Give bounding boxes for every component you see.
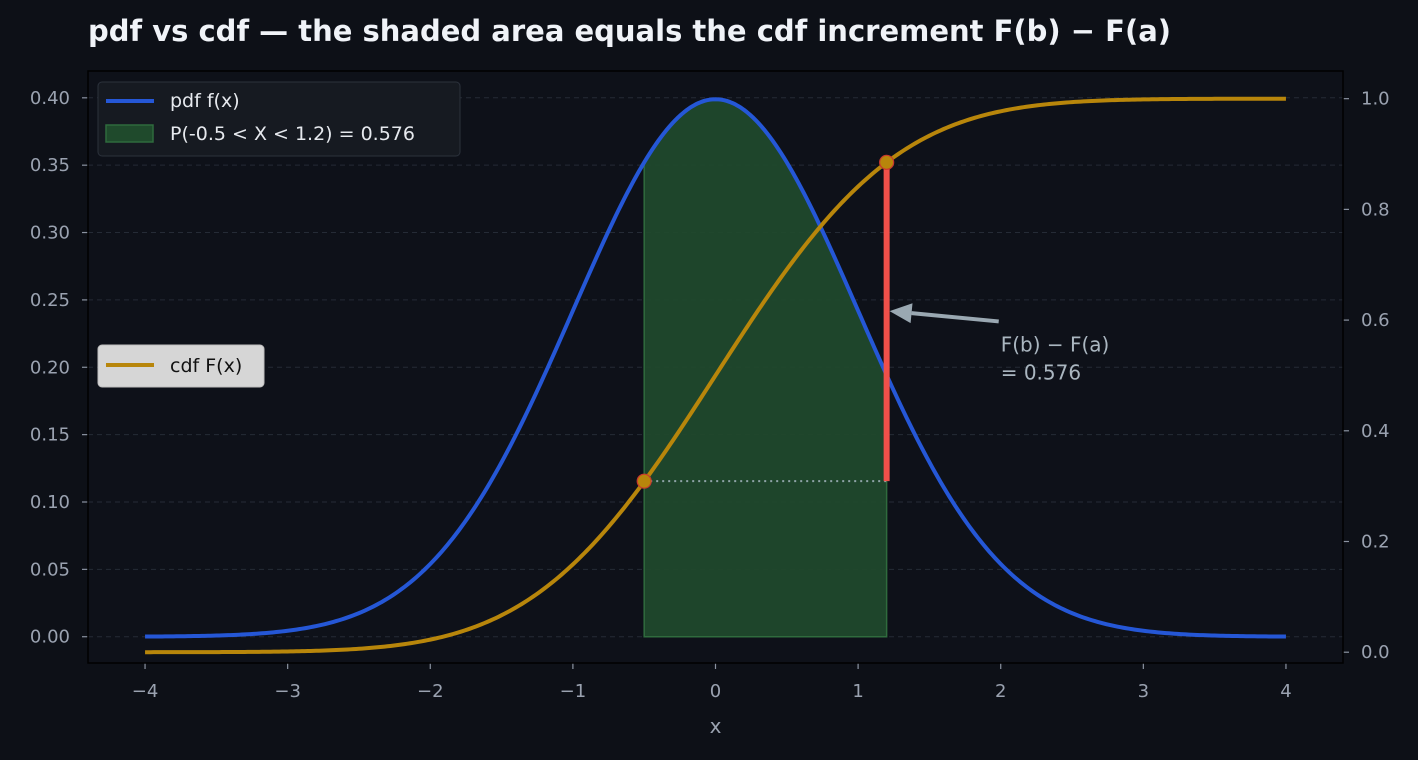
y-right-tick-label: 0.8 bbox=[1361, 199, 1390, 220]
legend-swatch-area bbox=[105, 124, 154, 143]
cdf-line bbox=[145, 96, 1286, 655]
y-tick-label: 0.10 bbox=[30, 492, 70, 513]
chart-title: pdf vs cdf — the shaded area equals the … bbox=[88, 14, 1172, 48]
legend-label-cdf: cdf F(x) bbox=[170, 355, 242, 377]
y-tick-label: 0.25 bbox=[30, 290, 70, 311]
y-tick-label: 0.05 bbox=[30, 559, 70, 580]
y-tick-label: 0.20 bbox=[30, 357, 70, 378]
x-tick-label: 2 bbox=[995, 681, 1006, 702]
annotation-text: = 0.576 bbox=[1001, 360, 1081, 384]
y-tick-label: 0.15 bbox=[30, 425, 70, 446]
x-tick-label: −3 bbox=[274, 681, 301, 702]
y-tick-label: 0.35 bbox=[30, 155, 70, 176]
y-tick-label: 0.40 bbox=[30, 88, 70, 109]
legend-box bbox=[97, 344, 265, 388]
legend-box bbox=[97, 81, 461, 157]
x-axis-label: x bbox=[710, 714, 722, 738]
x-tick-label: −2 bbox=[417, 681, 444, 702]
y-right-tick-label: 0.0 bbox=[1361, 642, 1390, 663]
x-tick-label: −4 bbox=[132, 681, 159, 702]
annotation-arrow-shaft bbox=[911, 311, 999, 324]
cdf-marker bbox=[879, 154, 895, 170]
cdf-marker bbox=[636, 473, 652, 489]
y-right-tick-label: 0.2 bbox=[1361, 532, 1390, 553]
legend-center-left: cdf F(x) bbox=[97, 344, 265, 388]
x-tick-label: 1 bbox=[852, 681, 863, 702]
pdf-line bbox=[145, 97, 1286, 639]
y-right-tick-label: 0.4 bbox=[1361, 421, 1390, 442]
x-tick-label: 4 bbox=[1280, 681, 1291, 702]
x-tick-label: 0 bbox=[710, 681, 721, 702]
y-right-tick-label: 1.0 bbox=[1361, 89, 1390, 110]
plot-frame bbox=[87, 70, 1344, 664]
y-right-tick-label: 0.6 bbox=[1361, 310, 1390, 331]
annotation-arrow-head bbox=[889, 303, 913, 324]
annotation-text: F(b) − F(a) bbox=[1001, 332, 1110, 356]
legend-label-area: P(-0.5 < X < 1.2) = 0.576 bbox=[170, 123, 415, 145]
y-tick-label: 0.30 bbox=[30, 223, 70, 244]
x-tick-label: 3 bbox=[1138, 681, 1149, 702]
legend-label-pdf: pdf f(x) bbox=[170, 90, 240, 112]
x-tick-label: −1 bbox=[560, 681, 587, 702]
legend-upper-left: pdf f(x) P(-0.5 < X < 1.2) = 0.576 bbox=[97, 81, 461, 157]
y-tick-label: 0.00 bbox=[30, 627, 70, 648]
